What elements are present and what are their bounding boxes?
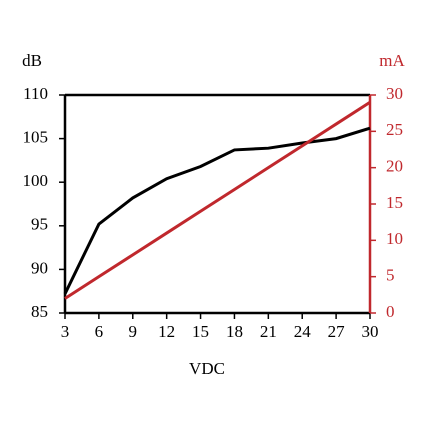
y-tick-label: 100 (23, 171, 49, 190)
y-axis-label: dB (22, 51, 42, 70)
y2-tick-label: 10 (386, 229, 403, 248)
y2-tick-label: 20 (386, 157, 403, 176)
x-tick-label: 6 (95, 322, 104, 341)
y-tick-label: 90 (31, 258, 48, 277)
y-tick-label: 95 (31, 215, 48, 234)
x-tick-label: 24 (294, 322, 312, 341)
x-tick-label: 12 (158, 322, 175, 341)
y-tick-label: 85 (31, 302, 48, 321)
y-tick-label: 110 (23, 84, 48, 103)
data-line (64, 101, 371, 300)
x-tick-label: 27 (328, 322, 346, 341)
x-tick-label: 18 (226, 322, 243, 341)
y2-axis-label: mA (379, 51, 405, 70)
x-tick-label: 30 (362, 322, 379, 341)
y2-tick-label: 25 (386, 120, 403, 139)
x-tick-label: 15 (192, 322, 209, 341)
y2-tick-label: 0 (386, 302, 395, 321)
y2-tick-label: 15 (386, 193, 403, 212)
x-axis-label: VDC (189, 359, 225, 378)
x-tick-label: 9 (129, 322, 138, 341)
data-line (63, 126, 371, 295)
y2-tick-label: 30 (386, 84, 403, 103)
x-tick-label: 3 (61, 322, 70, 341)
y2-tick-label: 5 (386, 266, 395, 285)
x-tick-label: 21 (260, 322, 277, 341)
y-tick-label: 105 (23, 128, 49, 147)
